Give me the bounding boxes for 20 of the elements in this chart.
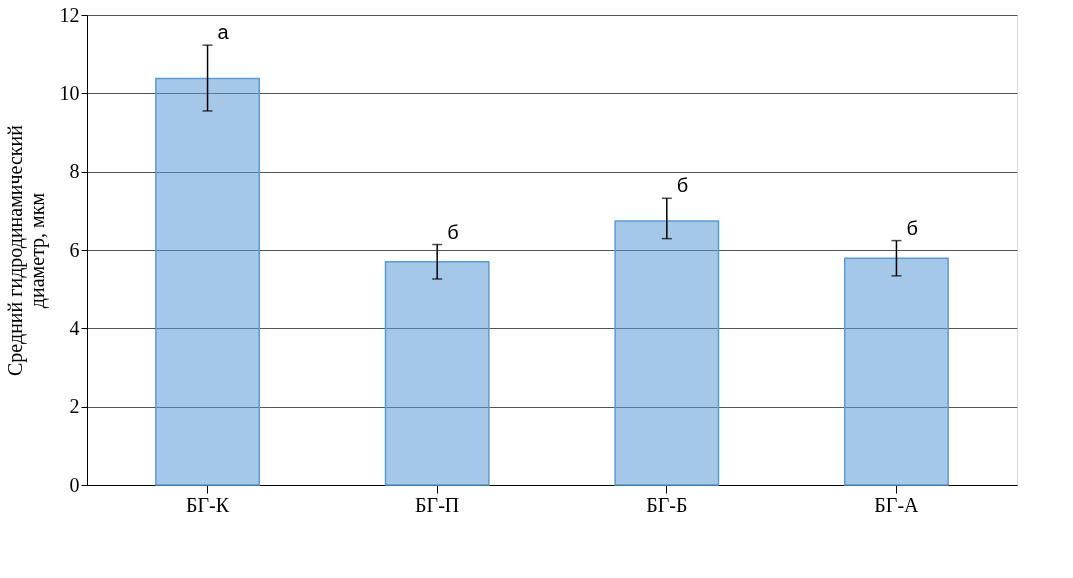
y-tick-label: 2 <box>69 395 80 418</box>
x-tick-label: БГ-А <box>874 493 920 516</box>
y-axis-title: Средний гидродинамический диаметр, мкм <box>3 124 49 376</box>
annotation: б <box>447 220 459 243</box>
annotation: б <box>906 216 918 239</box>
annotation: а <box>217 21 230 44</box>
y-tick-label: 4 <box>69 316 80 339</box>
x-tick-label: БГ-К <box>186 493 230 516</box>
y-tick-label: 0 <box>69 473 80 496</box>
y-tick-label: 6 <box>69 238 80 261</box>
y-tick-label: 10 <box>59 81 80 104</box>
x-tick-label: БГ-П <box>415 493 460 516</box>
bar <box>384 261 490 486</box>
bar <box>614 220 720 486</box>
annotation: б <box>676 174 689 197</box>
bar <box>155 77 260 486</box>
y-tick-label: 12 <box>59 3 80 26</box>
y-tick-label: 8 <box>69 160 80 183</box>
x-tick-label: БГ-Б <box>646 493 688 516</box>
bar <box>844 257 949 486</box>
